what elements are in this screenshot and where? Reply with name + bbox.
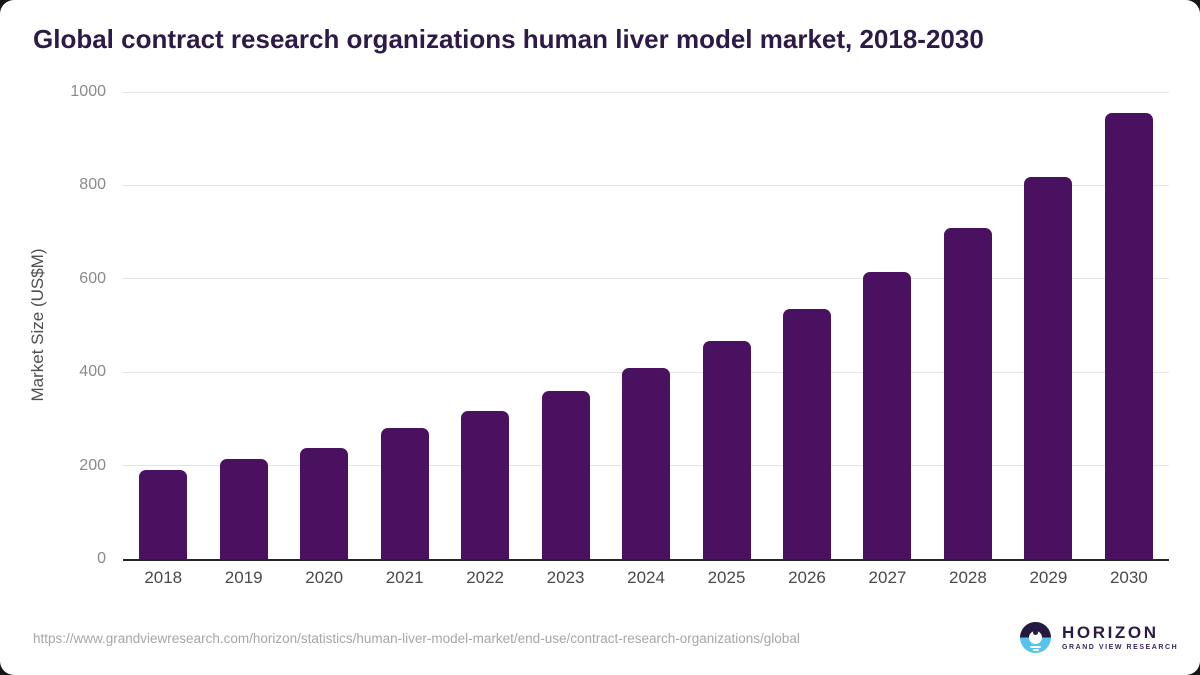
gridline-800 — [123, 184, 1169, 186]
bar-2026 — [782, 309, 831, 559]
x-tick-2024: 2024 — [627, 568, 665, 587]
x-tick-2027: 2027 — [868, 568, 907, 587]
bar-2019 — [219, 458, 268, 559]
bar-2022 — [461, 410, 510, 559]
y-tick-600: 600 — [79, 269, 106, 287]
logo-text: HORIZON GRAND VIEW RESEARCH — [1062, 624, 1178, 651]
x-tick-2018: 2018 — [144, 568, 183, 587]
y-tick-200: 200 — [79, 456, 106, 474]
y-tick-400: 400 — [79, 363, 106, 381]
bar-slot-2029 — [1008, 92, 1088, 559]
bar-2023 — [541, 390, 590, 559]
bar-slot-2028 — [928, 92, 1008, 559]
bar-slot-2030 — [1089, 92, 1169, 559]
bar-2030 — [1104, 112, 1153, 559]
reflection-line-2 — [1032, 649, 1039, 651]
bar-slot-2023 — [525, 92, 605, 559]
y-tick-800: 800 — [79, 176, 106, 194]
logo-sub-brand: GRAND VIEW RESEARCH — [1062, 643, 1179, 651]
bar-slot-2021 — [364, 92, 444, 559]
gridline-600 — [123, 278, 1169, 280]
bar-2025 — [702, 341, 751, 559]
bar-2021 — [380, 428, 429, 559]
bars-container — [123, 92, 1169, 559]
x-tick-2021: 2021 — [385, 568, 424, 587]
x-tick-2030: 2030 — [1109, 568, 1148, 587]
sun-shape — [1029, 631, 1042, 644]
bar-2018 — [139, 470, 188, 559]
x-tick-2020: 2020 — [305, 568, 344, 587]
x-tick-2022: 2022 — [466, 568, 505, 587]
bar-slot-2025 — [686, 92, 766, 559]
logo-brand: HORIZON — [1062, 623, 1159, 643]
bar-slot-2022 — [445, 92, 525, 559]
gridline-1000 — [123, 91, 1169, 93]
source-url: https://www.grandviewresearch.com/horizo… — [33, 631, 800, 646]
x-tick-2025: 2025 — [707, 568, 746, 587]
y-tick-0: 0 — [97, 550, 106, 567]
x-tick-2026: 2026 — [788, 568, 826, 587]
x-tick-2023: 2023 — [546, 568, 585, 587]
x-tick-2019: 2019 — [224, 568, 263, 587]
x-tick-2029: 2029 — [1029, 568, 1068, 587]
bar-2029 — [1024, 176, 1073, 559]
chart-title: Global contract research organizations h… — [33, 24, 984, 54]
bar-2027 — [863, 272, 912, 559]
bar-slot-2026 — [767, 92, 847, 559]
bar-slot-2024 — [606, 92, 686, 559]
bar-slot-2020 — [284, 92, 364, 559]
bar-2024 — [622, 368, 671, 559]
bar-2028 — [943, 228, 992, 559]
bar-slot-2019 — [203, 92, 283, 559]
bar-slot-2018 — [123, 92, 203, 559]
sun-notch-shape — [1033, 630, 1038, 635]
y-tick-1000: 1000 — [70, 83, 106, 100]
x-tick-2028: 2028 — [949, 568, 987, 587]
x-axis-labels: 2018 2019 2020 2021 2022 2023 2024 2025 2026 2027… — [123, 568, 1169, 588]
bar-2020 — [300, 448, 349, 559]
bar-slot-2027 — [847, 92, 927, 559]
horizon-logo: HORIZON GRAND VIEW RESEARCH — [1020, 622, 1178, 653]
horizon-sunrise-icon — [1020, 622, 1051, 653]
reflection-line-1 — [1030, 645, 1041, 648]
plot-area — [123, 91, 1169, 561]
y-axis-tick-labels: 0 200 400 600 800 1000 — [0, 84, 106, 567]
